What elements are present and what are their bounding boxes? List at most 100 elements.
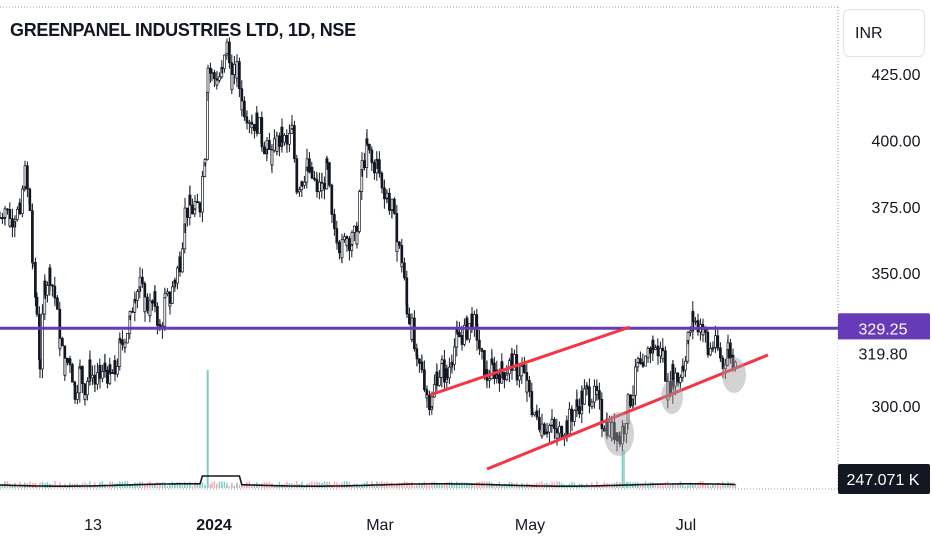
volume-bar xyxy=(79,485,81,488)
y-tick-label: 300.00 xyxy=(872,399,921,416)
candle-body xyxy=(530,408,534,416)
candle-body xyxy=(691,311,695,322)
candle-body xyxy=(325,158,329,164)
volume-bar xyxy=(639,483,642,488)
volume-bar xyxy=(431,484,433,488)
candle-body xyxy=(133,298,137,301)
volume-bar xyxy=(21,485,24,488)
candle-body xyxy=(328,162,331,186)
candle-body xyxy=(210,72,214,74)
volume-bar xyxy=(433,481,436,488)
candle-body xyxy=(148,300,152,317)
volume-bar xyxy=(729,482,732,488)
volume-bar xyxy=(308,482,311,488)
volume-label-box xyxy=(838,464,930,494)
candle-body xyxy=(405,304,409,315)
volume-bar xyxy=(506,485,508,488)
candle-body xyxy=(578,406,581,415)
candle-body xyxy=(716,347,720,350)
candle-body xyxy=(290,125,294,129)
candle-body xyxy=(78,366,82,394)
volume-bar xyxy=(573,482,576,488)
candle-body xyxy=(34,261,37,298)
candle-body xyxy=(528,379,531,392)
candle-body xyxy=(191,204,194,215)
candle-body xyxy=(248,121,251,124)
volume-bar xyxy=(1,485,4,488)
volume-bar xyxy=(213,481,216,488)
candle-body xyxy=(141,276,144,284)
candle-body xyxy=(348,238,351,251)
candle-body xyxy=(448,366,451,379)
candle-body xyxy=(580,390,584,405)
candle-body xyxy=(13,219,17,222)
volume-bar xyxy=(236,482,238,488)
candle-body xyxy=(520,365,524,377)
volume-bar xyxy=(416,484,418,488)
candle-body xyxy=(674,372,677,387)
candle-body xyxy=(265,139,269,150)
candle-body xyxy=(618,435,622,445)
volume-bar xyxy=(722,484,724,488)
volume-bar xyxy=(204,485,206,488)
candle-body xyxy=(215,79,219,86)
currency-selector[interactable]: INR xyxy=(843,9,925,57)
volume-bar xyxy=(593,485,596,488)
candle-body xyxy=(88,359,92,379)
candle-body xyxy=(18,202,22,214)
candle-body xyxy=(238,61,241,90)
candle-body xyxy=(625,423,628,435)
volume-bar xyxy=(276,485,278,488)
candle-body xyxy=(641,362,645,367)
candle-body xyxy=(488,378,491,381)
volume-bar xyxy=(89,481,91,488)
candle-body xyxy=(81,365,84,385)
volume-bar xyxy=(258,484,261,488)
candle-body xyxy=(540,423,544,437)
candle-body xyxy=(268,139,271,150)
volume-bar xyxy=(393,484,396,488)
volume-bar xyxy=(341,482,343,488)
candle-body xyxy=(153,291,157,307)
candle-body xyxy=(243,100,246,118)
candle-body xyxy=(550,419,554,426)
volume-bar xyxy=(518,484,521,488)
candle-body xyxy=(380,180,384,189)
candle-body xyxy=(694,320,697,323)
candle-body xyxy=(193,201,197,210)
volume-bar xyxy=(228,485,231,488)
candle-body xyxy=(515,362,519,381)
candle-body xyxy=(118,338,122,341)
candle-body xyxy=(545,431,549,434)
volume-bar xyxy=(697,482,699,488)
candle-body xyxy=(1,217,4,220)
volume-bar xyxy=(642,485,644,488)
candle-body xyxy=(98,364,102,379)
candle-body xyxy=(166,291,169,295)
volume-bar xyxy=(496,485,498,488)
support-touch-highlight xyxy=(604,412,634,456)
volume-bar xyxy=(473,483,476,488)
candle-body xyxy=(583,388,586,405)
volume-bar xyxy=(136,483,139,488)
candle-body xyxy=(679,376,682,383)
volume-bar xyxy=(333,481,336,488)
candle-body xyxy=(263,146,266,155)
volume-bar xyxy=(679,481,682,488)
candle-body xyxy=(646,347,650,359)
volume-bar xyxy=(436,482,438,488)
volume-bar xyxy=(596,481,598,488)
candle-body xyxy=(634,366,637,396)
candle-body xyxy=(260,143,264,148)
volume-value-label: 247.071 K xyxy=(847,472,920,489)
volume-bar xyxy=(336,482,338,488)
candle-body xyxy=(420,361,424,371)
candle-body xyxy=(181,248,184,273)
candle-body xyxy=(629,394,632,407)
volume-bar xyxy=(159,483,161,488)
candle-body xyxy=(353,225,356,233)
candle-body xyxy=(513,354,516,371)
candle-body xyxy=(6,208,9,211)
candle-body xyxy=(53,285,57,298)
